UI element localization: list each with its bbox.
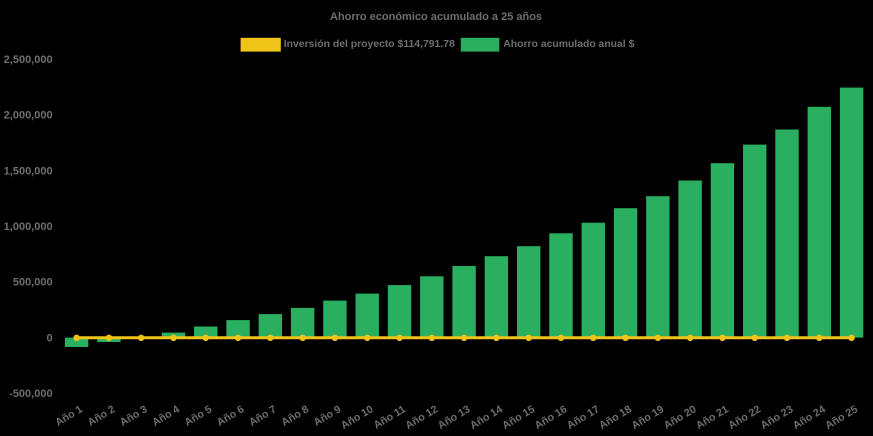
svg-text:2,000,000: 2,000,000	[4, 110, 53, 122]
svg-text:Ahorro económico acumulado a 2: Ahorro económico acumulado a 25 años	[330, 11, 542, 23]
svg-text:-500,000: -500,000	[9, 388, 52, 400]
svg-text:1,000,000: 1,000,000	[4, 221, 53, 233]
svg-text:Inversión del proyecto $114,79: Inversión del proyecto $114,791.78	[284, 39, 455, 50]
svg-text:1,500,000: 1,500,000	[4, 165, 53, 177]
svg-text:2,500,000: 2,500,000	[4, 54, 53, 66]
svg-text:500,000: 500,000	[13, 277, 53, 289]
svg-text:Ahorro acumulado anual $: Ahorro acumulado anual $	[503, 39, 634, 50]
svg-text:0: 0	[46, 332, 52, 344]
